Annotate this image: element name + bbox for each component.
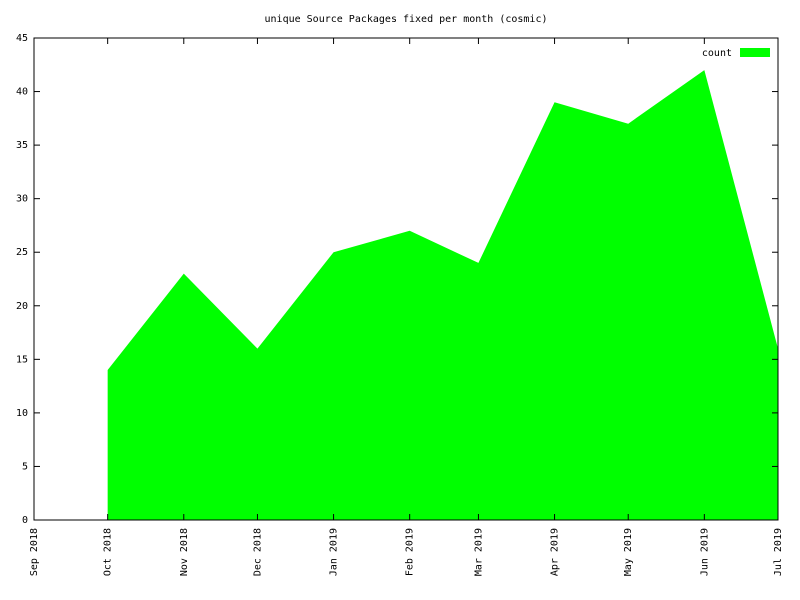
y-tick-label: 25 [16,247,28,258]
plot-frame [33,37,779,521]
area [107,70,778,520]
y-tick-label: 40 [16,87,28,98]
x-tick-label: Dec 2018 [252,528,263,576]
y-tick-label: 0 [22,515,28,526]
x-tick-label: Oct 2018 [103,528,114,576]
y-tick-label: 30 [16,194,28,205]
x-tick-label: Mar 2019 [473,528,484,576]
x-tick-label: Jul 2019 [773,528,784,576]
y-tick-label: 10 [16,408,28,419]
x-tick-label: Jun 2019 [699,528,710,576]
y-tick-label: 15 [16,354,28,365]
x-tick-label: Sep 2018 [29,528,40,576]
x-tick-label: Feb 2019 [405,528,416,576]
legend-label: count [702,48,732,59]
x-tick-label: Nov 2018 [179,528,190,576]
y-tick-label: 5 [22,461,28,472]
y-tick-label: 35 [16,140,28,151]
chart-title: unique Source Packages fixed per month (… [265,14,548,25]
y-tick-label: 45 [16,33,28,44]
x-tick-label: May 2019 [623,528,634,576]
y-tick-label: 20 [16,301,28,312]
x-tick-label: Apr 2019 [550,528,561,576]
x-tick-label: Jan 2019 [329,528,340,576]
legend-swatch [740,48,770,57]
